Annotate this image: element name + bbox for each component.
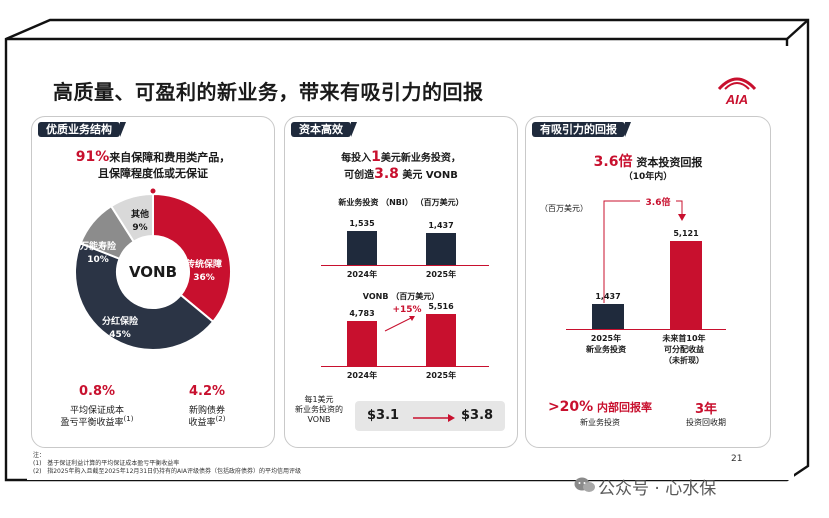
return-value-label-1: 5,121	[673, 229, 699, 238]
aia-logo: AIA	[717, 77, 757, 107]
stat-guarantee-cost-label2: 盈亏平衡收益率(1)	[60, 415, 134, 428]
stat-payback-value: 3年	[694, 402, 718, 417]
donut-slice-traditional	[152, 192, 232, 324]
stat-guarantee-cost-value: 0.8%	[78, 384, 116, 399]
slice-label-traditional: 传统保障	[185, 258, 222, 270]
panel-capital-efficiency: 资本高效 每投入1美元新业务投资， 可创造3.8 美元 VONB 新业务投资 （…	[284, 116, 518, 448]
unit-label: （百万美元）	[540, 204, 588, 213]
panel-attractive-returns: 有吸引力的回报 3.6倍 资本投资回报 （10年内） （百万美元） 3.6倍 2…	[525, 116, 771, 448]
bar2-label-line2: 可分配收益	[664, 345, 704, 354]
growth-arrow	[384, 316, 415, 332]
return-axis	[566, 329, 726, 330]
nbi-category-label-0: 2024年	[346, 270, 378, 279]
bar1-label-line1: 2025年	[590, 334, 622, 343]
vonb-per-dollar-box	[355, 401, 505, 431]
panel-business-mix: 优质业务结构 91%来自保障和费用类产品， 且保障程度低或无保证 VONB 传统…	[31, 116, 275, 448]
vonb-value-label-0: 4,783	[349, 309, 375, 318]
bar2-label-line1: 未来首10年	[662, 334, 706, 343]
headline-text: 来自保障和费用类产品，	[109, 151, 231, 164]
nbi-category-label-1: 2025年	[425, 270, 457, 279]
slice-label-universal: 万能寿险	[79, 240, 117, 252]
stat-bond-yield-label1: 新购债券	[188, 406, 225, 416]
slice-label-participating: 分红保险	[102, 315, 139, 327]
nbi-axis	[321, 265, 489, 266]
slice-pct-universal: 10%	[87, 255, 109, 265]
page-number: 21	[731, 454, 743, 464]
bar1-label-line2: 新业务投资	[586, 345, 626, 354]
bar2-label-line3: （未折现）	[664, 356, 704, 365]
vonb-per-dollar-label: 每1美元 新业务投资的 VONB	[295, 395, 343, 424]
arrow-right-icon	[413, 414, 455, 422]
nbi-bar-0	[347, 231, 377, 265]
multiple-label: 3.6倍	[640, 195, 676, 208]
vonb-axis	[321, 366, 489, 367]
stat-irr-sub: 新业务投资	[580, 418, 620, 427]
donut-slice-participating	[74, 241, 215, 351]
note-2: (2) 指2025年购入且截至2025年12月31日仍持有的AIA评级债券（包括…	[33, 468, 302, 475]
panel2-intro-line2: 可创造3.8 美元 VONB	[344, 166, 458, 182]
donut-center-label: VONB	[129, 263, 177, 281]
vonb-category-label-1: 2025年	[425, 371, 457, 380]
return-bar-1	[670, 241, 702, 329]
vonb-donut-chart: VONB 传统保障 36% 分红保险 45% 万能寿险 10% 其他 9%	[74, 188, 232, 351]
vonb-category-label-0: 2024年	[346, 371, 378, 380]
notes-label: 注：	[33, 452, 46, 459]
vonb-chart-title: VONB （百万美元）	[362, 292, 440, 301]
wechat-icon	[574, 477, 595, 492]
stat-bond-yield-value: 4.2%	[188, 384, 226, 399]
headline-percent: 91%	[75, 149, 110, 165]
panel3-headline-sub: （10年内）	[623, 172, 673, 182]
nbi-chart-title: 新业务投资 （NBI） （百万美元）	[338, 198, 464, 207]
slide-title: 高质量、可盈利的新业务，带来有吸引力的回报	[53, 80, 484, 104]
nbi-bar-1	[426, 233, 456, 265]
slice-pct-participating: 45%	[109, 330, 131, 340]
slice-pct-traditional: 36%	[193, 273, 215, 283]
vonb-bar-1	[426, 314, 456, 366]
nbi-value-label-1: 1,437	[428, 221, 454, 230]
panel1-headline-line2: 且保障程度低或无保证	[98, 167, 208, 180]
panel1-headline: 91%来自保障和费用类产品，	[32, 149, 274, 165]
slide: 高质量、可盈利的新业务，带来有吸引力的回报 AIA 优质业务结构 91%来自保障…	[27, 46, 794, 480]
return-bar-0	[592, 304, 624, 329]
stat-payback-sub: 投资回收期	[686, 418, 726, 427]
vonb-bar-0	[347, 321, 377, 366]
stat-irr: >20% 内部回报率	[547, 399, 653, 415]
slice-label-other: 其他	[131, 208, 149, 220]
watermark: 公众号 · 心水保	[574, 474, 716, 499]
vonb-per-dollar-to: $3.8	[461, 408, 494, 423]
vonb-growth-label: +15%	[392, 305, 422, 315]
donut-marker-dot	[150, 188, 156, 194]
vonb-per-dollar-from: $3.1	[367, 408, 400, 423]
note-1: (1) 基于保证利益计算的平均保证成本盈亏平衡收益率	[33, 460, 180, 467]
panel2-intro-line1: 每投入1美元新业务投资，	[341, 149, 461, 165]
nbi-value-label-0: 1,535	[349, 219, 375, 228]
return-value-label-0: 1,437	[595, 292, 621, 301]
panel-header: 资本高效	[291, 122, 357, 137]
panel-header: 有吸引力的回报	[532, 122, 631, 137]
slice-pct-other: 9%	[132, 223, 147, 233]
vonb-value-label-1: 5,516	[428, 302, 454, 311]
donut-slice-other	[109, 192, 154, 243]
stat-guarantee-cost-label1: 平均保证成本	[69, 406, 124, 416]
stat-bond-yield-label2: 收益率(2)	[188, 415, 226, 428]
svg-text:AIA: AIA	[725, 92, 748, 107]
panel-header: 优质业务结构	[38, 122, 126, 137]
panel3-headline: 3.6倍 资本投资回报	[593, 154, 703, 170]
